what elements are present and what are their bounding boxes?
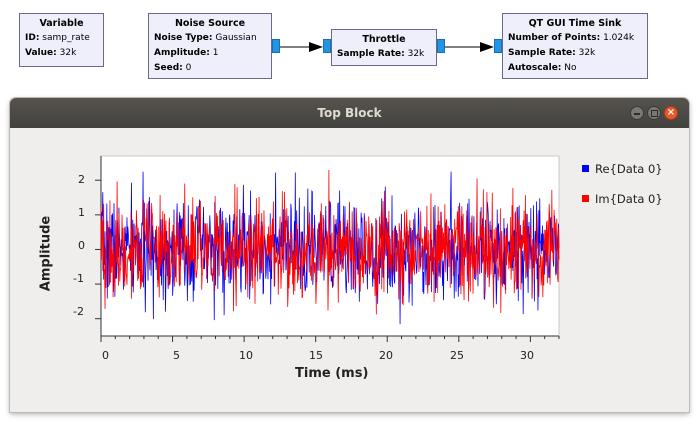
legend-item-re[interactable]: Re{Data 0} [582,162,663,176]
maximize-icon[interactable] [647,106,661,120]
connection-noise-throttle[interactable] [280,40,324,54]
minimize-icon[interactable] [630,106,644,120]
variable-id-row: ID: samp_rate [25,33,90,43]
noise-source-title: Noise Source [174,18,246,29]
sink-rate-row: Sample Rate: 32k [508,48,596,58]
x-tick-label: 10 [239,349,253,362]
x-tick-label: 15 [309,349,323,362]
throttle-rate-row: Sample Rate: 32k [337,49,425,59]
x-tick-label: 20 [379,349,393,362]
x-axis-label: Time (ms) [295,366,369,381]
time-sink-block[interactable]: QT GUI Time Sink Number of Points: 1.024… [502,13,648,79]
throttle-out-port[interactable] [437,39,445,53]
x-tick-label: 0 [102,349,109,362]
y-tick-label: -1 [73,272,84,285]
variable-value-row: Value: 32k [25,48,77,58]
x-tick-label: 25 [450,349,464,362]
legend-swatch-im [582,195,589,202]
throttle-block[interactable]: Throttle Sample Rate: 32k [331,29,437,66]
noise-source-out-port[interactable] [272,39,280,53]
x-tick-label: 5 [173,349,180,362]
x-tick-label: 30 [520,349,534,362]
time-sink-title: QT GUI Time Sink [528,18,622,29]
y-tick-label: -2 [73,305,84,318]
top-block-window: Top Block × Amplitude 2 1 0 -1 -2 0 5 10… [10,98,689,412]
amplitude-row: Amplitude: 1 [154,48,219,58]
throttle-title: Throttle [362,34,406,45]
window-title: Top Block [317,106,382,120]
axis-ticks [95,156,560,342]
window-titlebar[interactable]: Top Block [10,98,689,128]
noise-type-row: Noise Type: Gaussian [154,33,257,43]
connection-throttle-sink[interactable] [445,40,495,54]
series-line-im [100,170,560,315]
noise-source-block[interactable]: Noise Source Noise Type: Gaussian Amplit… [148,13,272,79]
legend-swatch-re [582,165,589,172]
close-icon[interactable]: × [664,106,678,120]
num-points-row: Number of Points: 1.024k [508,33,635,43]
autoscale-row: Autoscale: No [508,63,577,73]
y-tick-label: 2 [78,173,85,186]
variable-block[interactable]: Variable ID: samp_rate Value: 32k [19,13,104,67]
throttle-in-port[interactable] [323,39,331,53]
time-sink-in-port[interactable] [494,39,502,53]
y-tick-label: 1 [78,206,85,219]
seed-row: Seed: 0 [154,63,192,73]
variable-block-title: Variable [39,18,84,29]
time-domain-plot[interactable] [10,98,689,412]
legend-item-im[interactable]: Im{Data 0} [582,192,663,206]
y-tick-label: 0 [78,239,85,252]
